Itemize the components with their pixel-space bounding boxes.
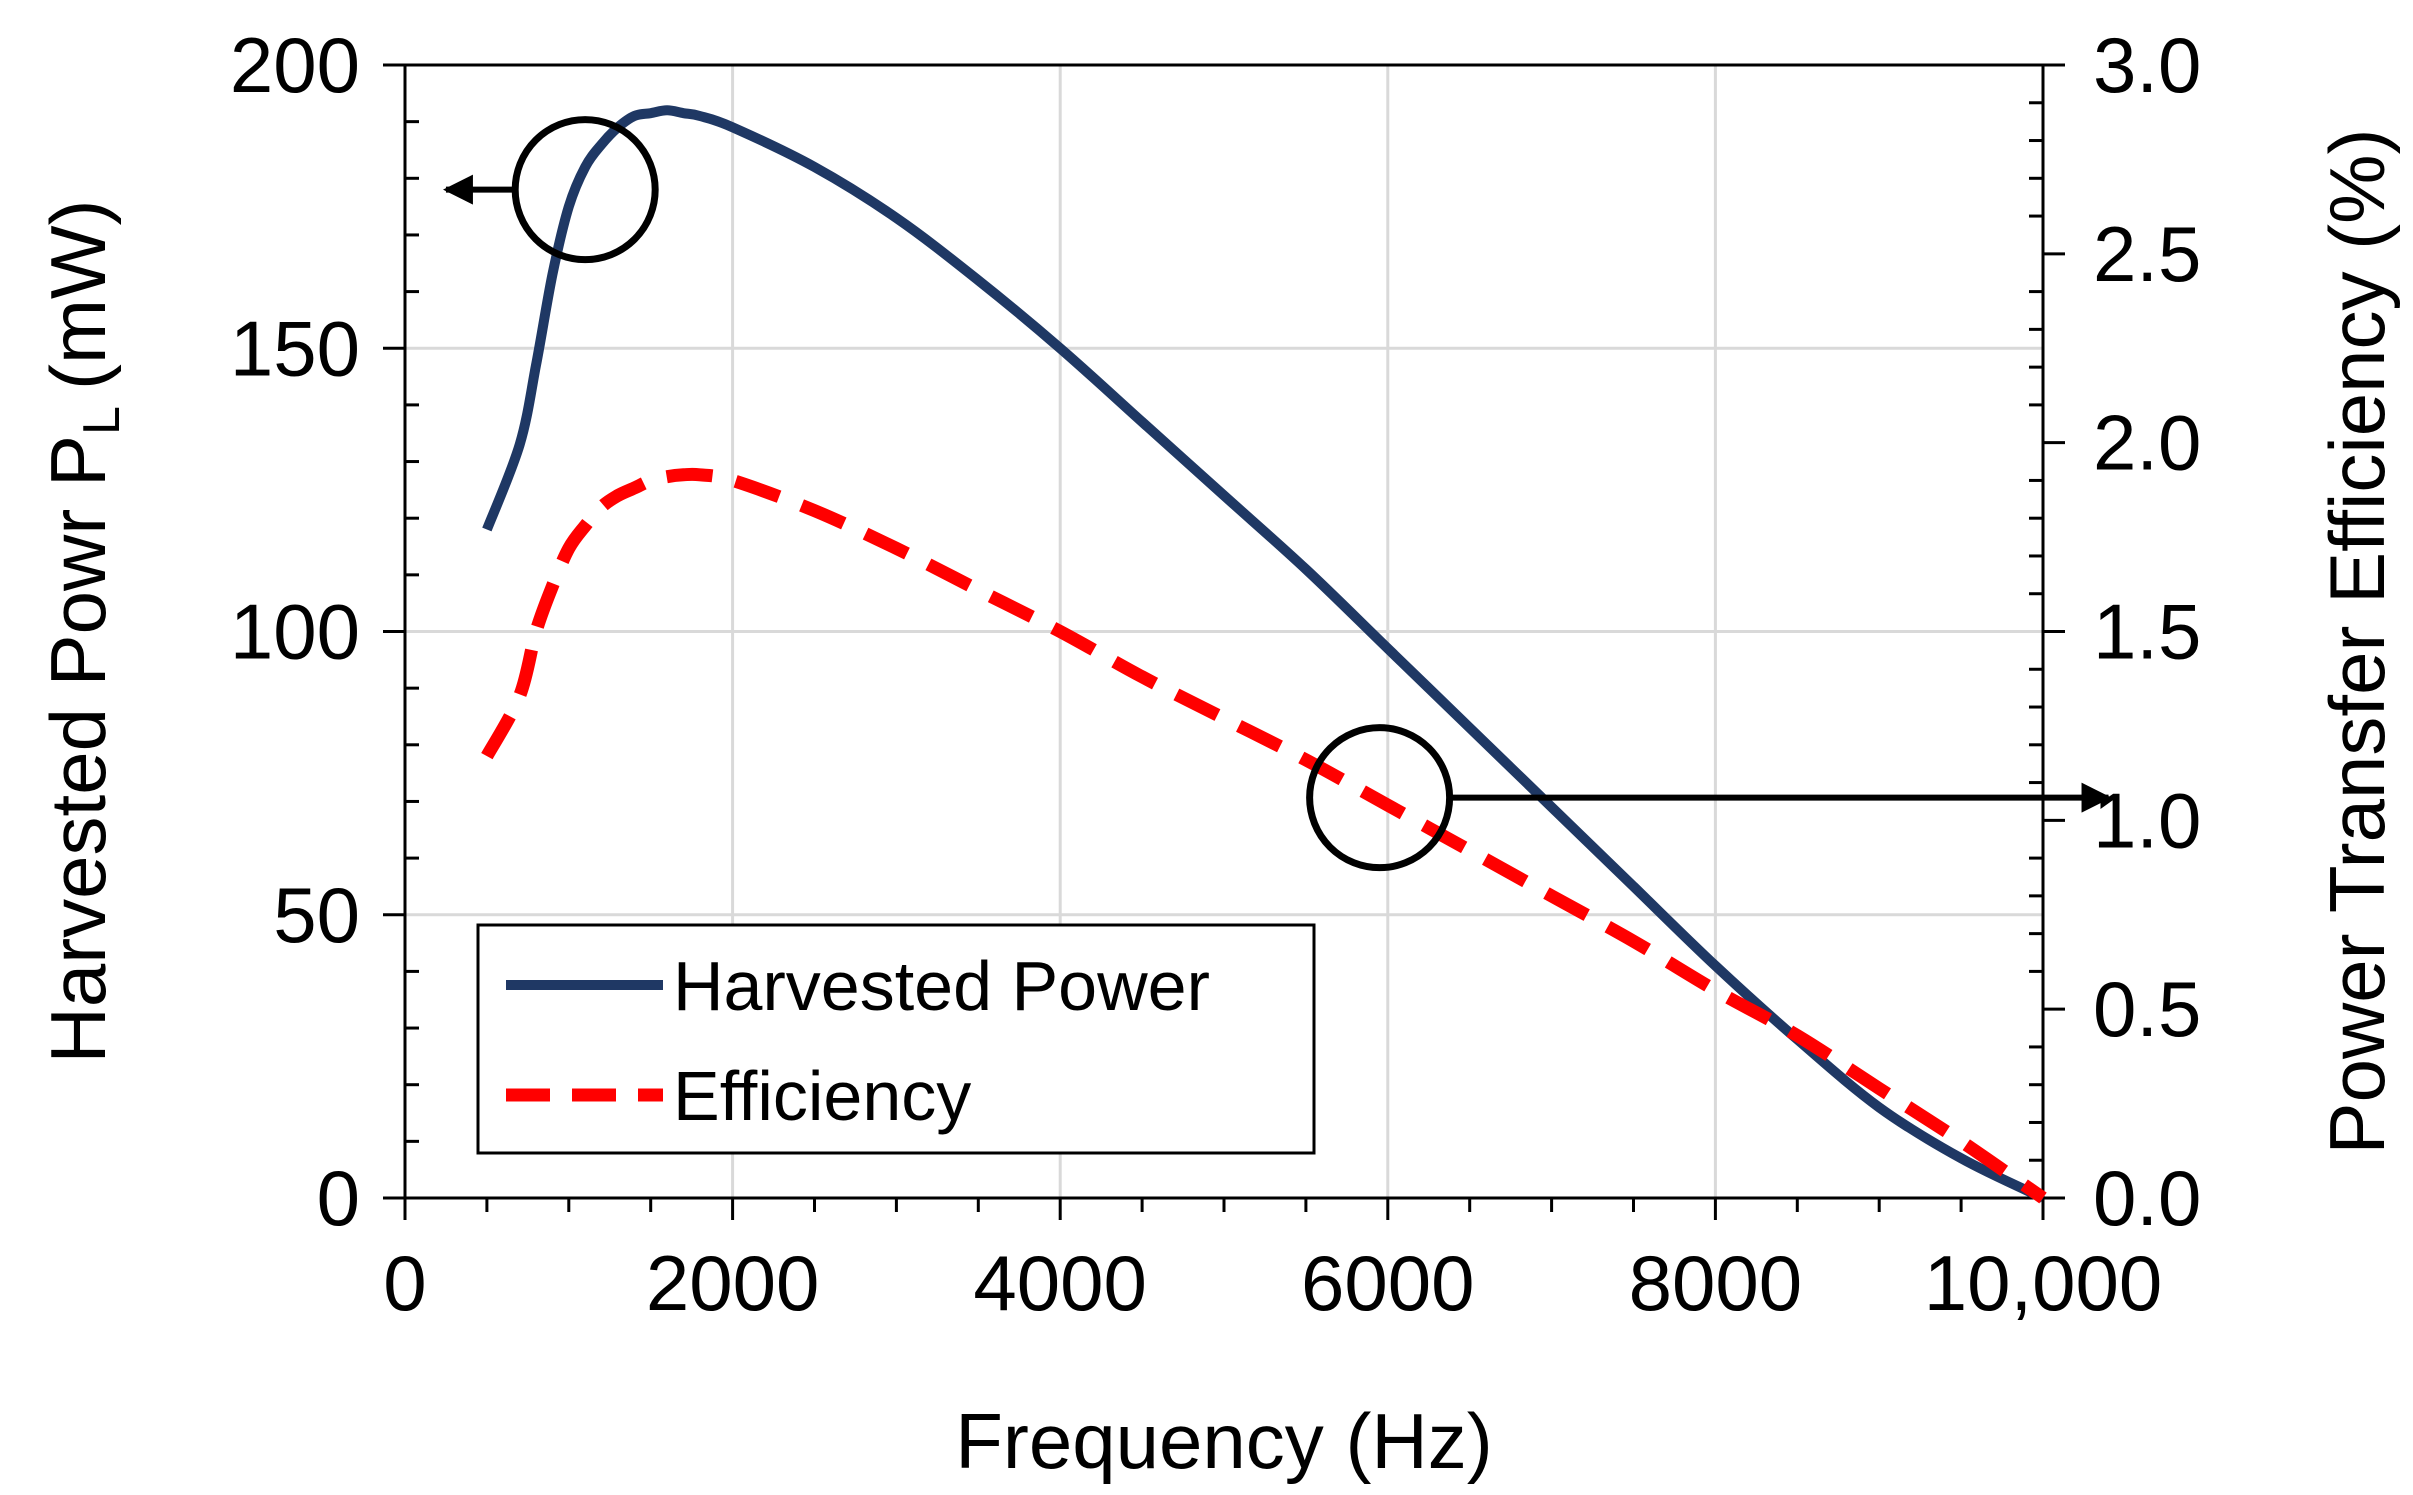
y-axis-title-subscript: L [73,406,131,435]
x-tick-label: 4000 [973,1239,1147,1327]
y-tick-label: 200 [230,21,360,109]
series-line-harvested-power [482,105,2046,1203]
x-tick-label: 8000 [1629,1239,1803,1327]
y2-tick-label: 2.0 [2093,399,2201,487]
x-tick-label: 6000 [1301,1239,1475,1327]
y-tick-label: 100 [230,588,360,676]
gridlines [405,65,2043,1198]
y-axis-title-main: Harvested Powr P [34,435,122,1064]
annotations [442,116,2112,872]
x-tick-label: 2000 [646,1239,820,1327]
series-line-efficiency [481,467,2047,1204]
x-tick-label: 10,000 [1924,1239,2163,1327]
y2-axis-title: Power Transfer Efficiency (%) [2313,129,2401,1155]
legend: Harvested Power Efficiency [476,923,1316,1155]
y2-tick-label: 0.5 [2093,965,2201,1053]
y-tick-label: 50 [273,871,360,959]
y2-tick-label: 3.0 [2093,21,2201,109]
y-axis-title-unit: (mW) [34,199,122,390]
x-tick-label: 0 [383,1239,426,1327]
y-axis-title: Harvested Powr PL (mW) [34,199,131,1063]
legend-box [476,923,1316,1155]
y-tick-label: 0 [317,1154,360,1242]
annotation-circle [511,116,659,264]
y2-tick-label: 1.5 [2093,588,2201,676]
legend-label-efficiency: Efficiency [673,1057,971,1135]
y2-tick-label: 0.0 [2093,1154,2201,1242]
y2-tick-label: 2.5 [2093,210,2201,298]
series-group [481,105,2047,1204]
y-tick-label: 150 [230,304,360,392]
legend-label-harvested-power: Harvested Power [673,947,1210,1025]
x-axis-title: Frequency (Hz) [955,1397,1492,1485]
axes [383,63,2065,1220]
y2-tick-label: 1.0 [2093,776,2201,864]
tick-labels: 0 2000 4000 6000 8000 10,000 0 50 100 150 200 0.0 0.… [230,21,2202,1327]
